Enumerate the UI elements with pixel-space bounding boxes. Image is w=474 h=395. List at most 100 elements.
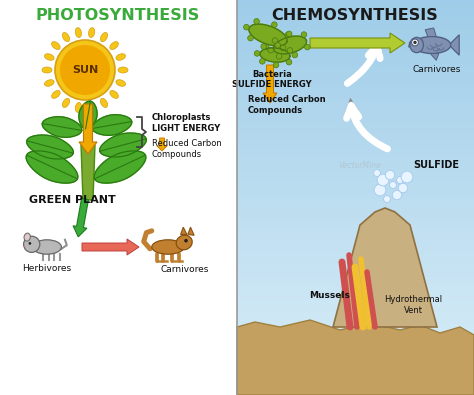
Bar — [237, 356, 474, 359]
Bar — [237, 95, 474, 99]
Circle shape — [392, 190, 401, 200]
Polygon shape — [79, 101, 97, 129]
Ellipse shape — [110, 90, 118, 98]
Circle shape — [385, 170, 395, 180]
Ellipse shape — [152, 240, 184, 254]
Circle shape — [287, 48, 293, 53]
Ellipse shape — [116, 80, 126, 86]
Bar — [237, 63, 474, 67]
Circle shape — [398, 183, 408, 193]
Circle shape — [268, 47, 273, 53]
Bar — [237, 115, 474, 118]
Bar — [237, 383, 474, 387]
Bar — [237, 67, 474, 71]
Bar — [237, 363, 474, 367]
Bar — [237, 83, 474, 87]
Bar — [237, 387, 474, 391]
Bar — [237, 47, 474, 51]
Ellipse shape — [413, 36, 451, 53]
Text: Carnivores: Carnivores — [413, 65, 461, 74]
Circle shape — [286, 59, 292, 65]
FancyArrow shape — [82, 239, 139, 255]
Ellipse shape — [118, 67, 128, 73]
Bar — [237, 190, 474, 194]
Circle shape — [184, 239, 188, 243]
Bar — [237, 99, 474, 103]
Circle shape — [292, 52, 298, 58]
Circle shape — [374, 184, 386, 196]
Bar — [237, 359, 474, 363]
Bar — [237, 344, 474, 348]
Bar — [237, 166, 474, 170]
Bar — [237, 221, 474, 225]
Bar — [237, 79, 474, 83]
Bar — [237, 150, 474, 154]
Bar — [237, 186, 474, 190]
Bar — [237, 379, 474, 383]
Bar — [237, 273, 474, 276]
Ellipse shape — [100, 32, 108, 42]
Circle shape — [304, 44, 310, 50]
Circle shape — [24, 245, 26, 247]
Circle shape — [60, 45, 110, 95]
Bar — [237, 324, 474, 328]
Bar — [237, 276, 474, 280]
Circle shape — [301, 32, 307, 38]
Bar — [237, 134, 474, 138]
FancyArrow shape — [263, 65, 277, 103]
Bar — [237, 288, 474, 292]
Bar — [237, 130, 474, 134]
Bar — [237, 265, 474, 269]
Circle shape — [24, 236, 40, 252]
Bar — [237, 174, 474, 178]
Ellipse shape — [116, 54, 126, 60]
Bar — [237, 229, 474, 233]
Circle shape — [390, 181, 396, 188]
FancyArrowPatch shape — [347, 45, 380, 83]
Bar — [237, 103, 474, 107]
Bar — [237, 71, 474, 75]
Bar — [237, 182, 474, 186]
Text: GREEN PLANT: GREEN PLANT — [28, 195, 115, 205]
Bar — [237, 320, 474, 324]
Bar — [237, 170, 474, 174]
Bar — [237, 225, 474, 229]
Circle shape — [55, 40, 115, 100]
Circle shape — [264, 44, 269, 50]
Ellipse shape — [63, 98, 70, 107]
Bar — [237, 296, 474, 300]
Ellipse shape — [45, 80, 54, 86]
Bar — [237, 237, 474, 241]
Bar — [237, 304, 474, 308]
Circle shape — [285, 32, 291, 38]
Circle shape — [272, 38, 278, 43]
Bar — [237, 249, 474, 253]
Bar — [237, 154, 474, 158]
Polygon shape — [92, 115, 132, 135]
Bar — [0, 0, 237, 395]
Circle shape — [275, 42, 281, 48]
Circle shape — [286, 31, 292, 37]
Bar — [237, 8, 474, 12]
Circle shape — [396, 177, 403, 184]
Bar — [237, 209, 474, 213]
Bar — [237, 245, 474, 249]
Ellipse shape — [110, 41, 118, 49]
Circle shape — [401, 171, 413, 183]
Bar — [237, 217, 474, 221]
Bar — [237, 201, 474, 205]
Bar — [237, 138, 474, 142]
FancyArrow shape — [310, 33, 405, 53]
Ellipse shape — [75, 28, 82, 38]
Polygon shape — [81, 145, 95, 200]
Text: Bacteria
SULFIDE ENERGY: Bacteria SULFIDE ENERGY — [232, 70, 312, 89]
Ellipse shape — [45, 54, 54, 60]
Bar — [237, 340, 474, 344]
Polygon shape — [42, 117, 82, 137]
Bar — [237, 328, 474, 332]
Polygon shape — [430, 53, 439, 60]
Bar — [237, 146, 474, 150]
Bar — [237, 158, 474, 162]
Bar — [237, 300, 474, 304]
Circle shape — [273, 62, 279, 68]
